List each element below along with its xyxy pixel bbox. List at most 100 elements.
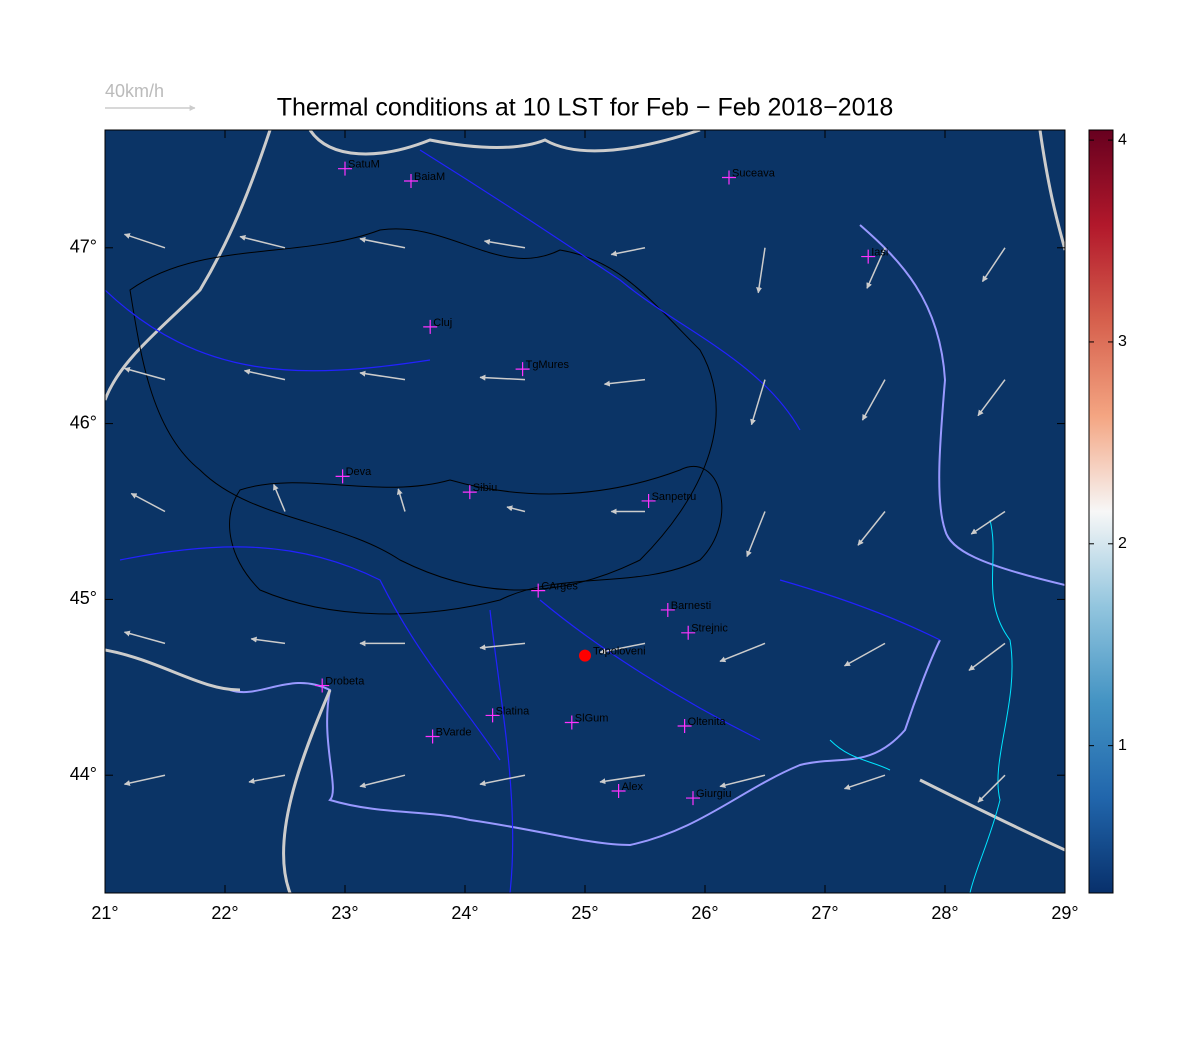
x-tick-label: 21° (91, 903, 118, 923)
city-label: Drobeta (325, 675, 365, 687)
wind-arrow (750, 379, 766, 426)
city-marker (660, 602, 675, 617)
x-tick-label: 22° (211, 903, 238, 923)
city-label: Sibiu (473, 482, 497, 494)
wind-arrow (479, 642, 526, 651)
wind-arrow (599, 774, 646, 785)
wind-arrow (479, 774, 526, 787)
city-marker (485, 708, 500, 723)
prut (859, 224, 1065, 586)
x-tick-label: 26° (691, 903, 718, 923)
city-marker (335, 469, 350, 484)
wind-arrow (123, 366, 166, 381)
city-label: Deva (346, 466, 373, 478)
wind-arrow (970, 510, 1006, 535)
border (308, 130, 701, 156)
city-marker (722, 170, 736, 185)
colorbar (1088, 129, 1114, 894)
y-tick-label: 44° (70, 764, 97, 784)
site-marker (579, 649, 591, 662)
y-tick-label: 47° (70, 237, 97, 257)
wind-arrow (981, 247, 1006, 283)
city-marker (677, 718, 692, 733)
contour (129, 228, 717, 591)
wind-arrow (866, 247, 886, 289)
wind-arrow (599, 642, 646, 655)
wind-arrow (861, 379, 886, 421)
wind-arrow (123, 774, 166, 786)
wind-arrow (968, 642, 1006, 671)
map-features (105, 130, 1065, 893)
city-label: Barnesti (671, 600, 711, 612)
wind-arrow (479, 374, 526, 381)
city-marker (641, 493, 656, 508)
x-tick-label: 25° (571, 903, 598, 923)
city-label: Iasi (871, 246, 888, 258)
wind-arrow (857, 511, 886, 546)
border (919, 130, 1065, 852)
city-marker (315, 678, 330, 693)
city-label: Sanpetru (652, 491, 697, 503)
city-label: Strejnic (691, 623, 728, 635)
wind-arrow (239, 234, 286, 249)
x-tick-label: 28° (931, 903, 958, 923)
city-label: Suceava (732, 167, 776, 179)
wind-arrow (250, 636, 286, 645)
city-marker (515, 362, 530, 377)
city-marker (686, 791, 700, 806)
wind-arrow (273, 483, 286, 512)
city-label: Alex (622, 781, 644, 793)
city-marker (404, 173, 418, 188)
x-tick-label: 29° (1051, 903, 1078, 923)
wind-arrow (756, 247, 766, 294)
city-label: Giurgiu (696, 788, 731, 800)
wind-arrow (719, 642, 766, 663)
coastline (829, 519, 1013, 893)
site-label: Topoloveni (593, 646, 646, 658)
city-marker (531, 583, 546, 598)
wind-arrow (843, 642, 886, 667)
city-marker (462, 485, 477, 500)
wind-arrow (746, 511, 766, 558)
city-marker (425, 729, 440, 744)
wind-arrow (719, 774, 766, 789)
wind-field (123, 233, 1006, 803)
city-marker (681, 625, 696, 640)
x-tick-label: 23° (331, 903, 358, 923)
city-label: SatuM (348, 159, 380, 171)
wind-arrow (359, 370, 406, 381)
wind-arrow (359, 774, 406, 789)
colorbar-label: 4 (1118, 131, 1127, 148)
x-tick-label: 27° (811, 903, 838, 923)
city-marker (423, 319, 438, 334)
border (105, 130, 272, 401)
wind-arrow (130, 492, 166, 513)
wind-arrow (843, 774, 886, 790)
wind-arrow (977, 774, 1006, 803)
border (105, 648, 332, 893)
map-area (105, 130, 1065, 893)
wind-arrow (977, 379, 1006, 417)
colorbar-label: 1 (1118, 737, 1127, 754)
wind-arrow (506, 505, 526, 513)
x-tick-label: 24° (451, 903, 478, 923)
city-marker (861, 249, 876, 264)
city-label: Cluj (433, 317, 452, 329)
wind-arrow (610, 247, 646, 257)
city-label: CArges (541, 581, 578, 593)
colorbar-label: 2 (1118, 535, 1127, 552)
colorbar-label: 3 (1118, 333, 1127, 350)
city-marker (564, 715, 579, 730)
city-label: Oltenita (688, 716, 727, 728)
wind-arrow (243, 368, 286, 381)
city-label: BVarde (436, 726, 472, 738)
city-label: SlGum (575, 712, 609, 724)
river (105, 149, 941, 893)
city-label: Slatina (496, 705, 531, 717)
y-tick-label: 45° (70, 588, 97, 608)
contour (229, 466, 723, 615)
wind-arrow (123, 630, 166, 645)
city-marker (611, 784, 626, 799)
city-marker (338, 161, 352, 176)
